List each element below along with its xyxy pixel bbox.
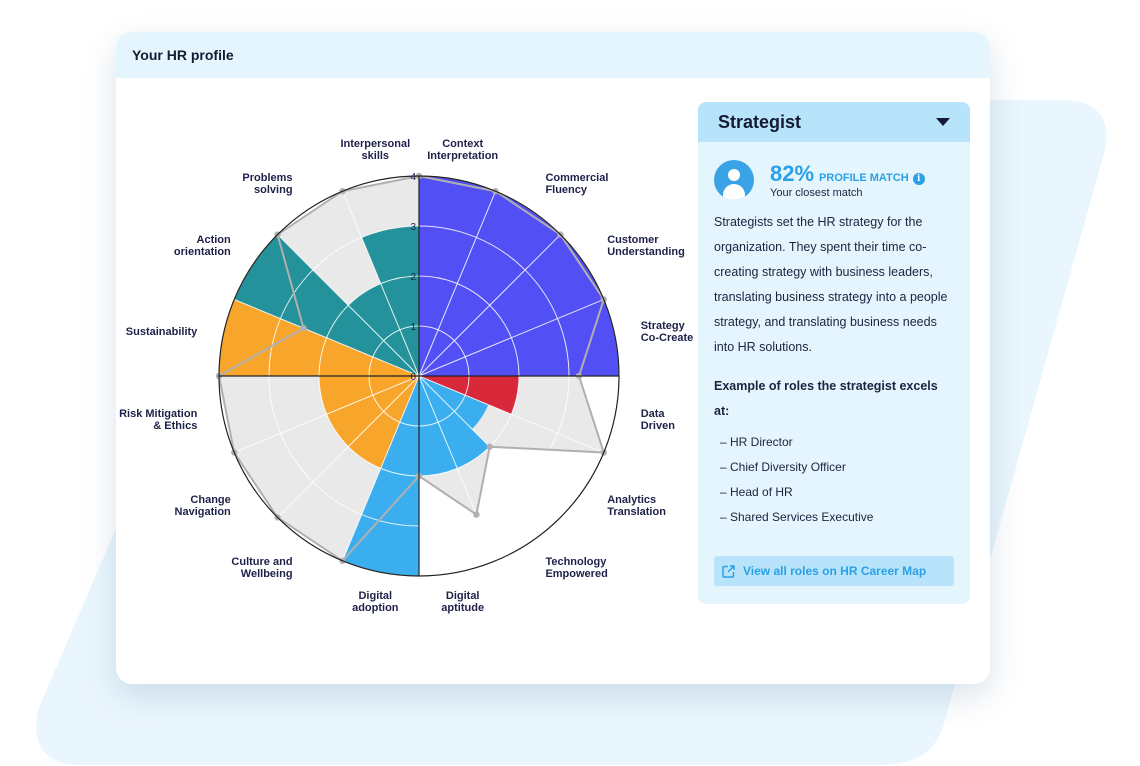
- category-label: Risk Mitigation & Ethics: [119, 407, 198, 432]
- role-item: – Chief Diversity Officer: [720, 460, 846, 474]
- match-percent: 82%: [770, 161, 815, 186]
- bar-wedge: [348, 376, 419, 469]
- roles-title: Example of roles the strategist excels a…: [714, 379, 938, 418]
- bar-wedge: [419, 376, 458, 476]
- polar-chart: 0 1 2 3 4 Context Interpretation Commercial F…: [119, 120, 706, 660]
- info-icon[interactable]: i: [912, 173, 925, 185]
- role-item: – Head of HR: [720, 485, 793, 499]
- category-label: Sustainability: [125, 326, 198, 339]
- role-item: – HR Director: [720, 435, 793, 449]
- grid-spoke: [418, 299, 604, 377]
- user-avatar-icon: [714, 160, 754, 200]
- grid-spoke: [342, 375, 420, 561]
- category-label: Culture and Wellbeing: [231, 556, 293, 581]
- category-label: Digital aptitude: [441, 589, 485, 614]
- grid-spoke: [418, 234, 561, 377]
- profile-point: [473, 511, 480, 518]
- category-label: Change Navigation: [174, 494, 231, 519]
- role-item: – Shared Services Executive: [720, 510, 874, 524]
- match-subtitle: Your closest match: [770, 187, 863, 199]
- bar-wedge: [342, 376, 419, 576]
- external-link-icon: [722, 564, 735, 578]
- bar-wedge: [419, 376, 489, 430]
- category-label: Context Interpretation: [427, 138, 499, 163]
- match-row: 82% PROFILE MATCH i Your closest match: [698, 142, 970, 200]
- bar-wedge: [319, 376, 419, 415]
- category-label: Technology Empowered: [545, 556, 608, 581]
- bar-wedge: [419, 234, 604, 376]
- bar-wedge: [219, 299, 419, 376]
- profile-point: [486, 443, 493, 450]
- category-label: Problems solving: [242, 171, 293, 196]
- tick-label: 0: [410, 372, 416, 383]
- roles-list: – HR Director – Chief Diversity Officer …: [698, 430, 970, 530]
- grid-spoke: [342, 191, 420, 377]
- grid-spoke: [277, 375, 420, 518]
- role-title: Strategist: [718, 111, 802, 132]
- bar-wedge: [419, 176, 496, 376]
- card-title: Your HR profile: [116, 32, 990, 78]
- category-label: Data Driven: [640, 407, 675, 432]
- match-label: PROFILE MATCH: [819, 172, 909, 184]
- bar-wedge: [419, 376, 490, 469]
- bar-wedge: [419, 191, 561, 376]
- grid-spoke: [234, 375, 420, 453]
- bar-wedge: [419, 299, 619, 376]
- grid-spoke: [418, 375, 496, 561]
- tick-label: 3: [410, 222, 416, 233]
- bar-wedge: [348, 283, 419, 376]
- role-description: Strategists set the HR strategy for the …: [714, 215, 948, 354]
- grid-spoke: [418, 191, 496, 377]
- bar-wedge: [361, 226, 419, 376]
- tick-label: 2: [410, 272, 416, 283]
- category-label: Customer Understanding: [607, 233, 685, 258]
- category-label: Action orientation: [173, 233, 231, 258]
- grid-spoke: [418, 375, 604, 453]
- role-panel: Strategist 82% PROFILE MATCH i Your clos…: [698, 102, 970, 604]
- tick-label: 4: [410, 172, 416, 183]
- category-label: Analytics Translation: [607, 494, 666, 519]
- grid-spoke: [277, 234, 420, 377]
- bar-wedge: [234, 234, 419, 376]
- view-career-map-label: View all roles on HR Career Map: [743, 564, 927, 578]
- bar-wedge: [326, 376, 419, 447]
- category-label: Strategy Co-Create: [640, 320, 694, 345]
- tick-label: 1: [410, 322, 416, 333]
- grid-spoke: [234, 299, 420, 377]
- bar-wedge: [419, 376, 519, 415]
- profile-point: [300, 324, 307, 332]
- polar-chart-svg: 0 1 2 3 4: [215, 172, 620, 577]
- view-career-map-link[interactable]: View all roles on HR Career Map: [714, 556, 954, 586]
- category-label: Digital adoption: [352, 589, 399, 614]
- category-label: Commercial Fluency: [545, 171, 609, 196]
- caret-down-icon[interactable]: [936, 118, 950, 126]
- category-label: Interpersonal skills: [340, 138, 411, 163]
- hr-profile-card: Your HR profile 0 1 2 3 4 Context Interpreta…: [116, 32, 990, 684]
- role-dropdown[interactable]: Strategist: [698, 102, 970, 142]
